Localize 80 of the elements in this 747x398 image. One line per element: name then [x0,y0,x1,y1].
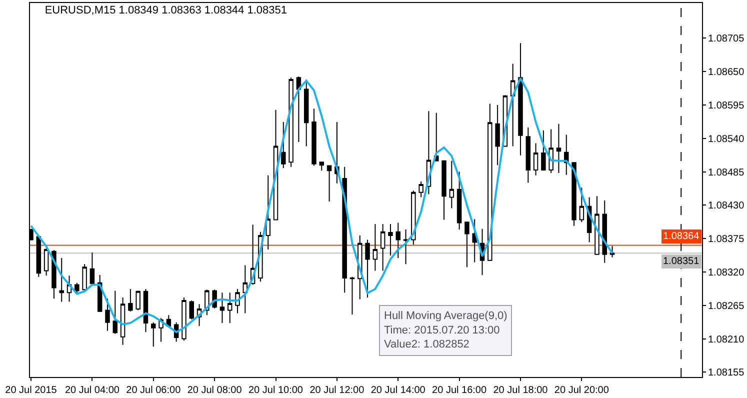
candlestick [242,264,248,314]
candlestick [220,292,225,324]
candlestick [342,166,347,294]
candlestick [266,174,270,250]
candlestick [442,160,446,220]
candlestick [44,248,49,276]
candlestick [488,103,492,262]
y-tick-label: 1.08210 [708,334,745,346]
candlestick [556,123,562,174]
y-tick-label: 1.08540 [708,134,745,145]
candlestick [526,126,531,184]
candlestick [128,288,133,312]
candlestick [456,171,462,230]
x-tick-label: 20 Jul 10:00 [248,385,304,396]
candlestick [533,142,538,176]
candlestick [312,108,316,166]
y-tick-label: 1.08320 [708,267,745,278]
candlestick [189,300,194,320]
candlestick [610,245,615,258]
candlestick [82,264,87,292]
candlestick [411,190,416,246]
candlestick [281,122,286,169]
candlestick [326,165,332,202]
candlestick [472,218,477,263]
candlestick [594,196,600,255]
candlestick [418,181,424,198]
candlestick [151,322,156,348]
y-tick-label: 1.08595 [708,100,745,112]
candlestick [136,290,140,311]
candlestick [74,282,80,294]
candlestick [541,130,546,170]
y-tick-label: 1.08265 [708,300,745,312]
candlestick [388,224,393,256]
candlestick [90,252,95,284]
candlestick [579,187,584,223]
candlestick [449,160,454,209]
candlestick [319,162,324,172]
x-tick-label: 20 Jul 14:00 [370,385,426,396]
candlestick [396,222,400,258]
candlestick [296,76,302,143]
x-tick-label: 20 Jul 08:00 [187,385,242,396]
candlestick [434,112,439,162]
y-tick-label: 1.08430 [708,200,745,212]
x-tick-label: 20 Jul 04:00 [64,385,120,396]
y-tick-label: 1.08705 [708,34,745,45]
candlestick [120,296,126,346]
candlestick [495,104,500,166]
candlestick [380,224,386,272]
y-tick-label: 1.08650 [708,67,745,78]
x-tick-label: 20 Jul 18:00 [493,385,548,396]
x-tick-label: 20 Jul 2015 [5,385,58,396]
x-tick-label: 20 Jul 20:00 [554,385,610,396]
y-tick-label: 1.08375 [708,234,745,246]
y-tick-label: 1.08155 [708,368,745,379]
candlestick [288,77,294,168]
candlestick [350,276,355,315]
candlestick [59,258,64,302]
candlestick [365,239,370,298]
candlestick [518,42,523,156]
line-series [30,77,614,334]
y-tick-label: 1.08485 [708,167,745,178]
candlestick [403,228,408,265]
ref-line-label: 1.08351 [663,256,700,267]
candlestick [105,298,110,332]
candlestick [112,290,118,334]
x-tick-label: 20 Jul 16:00 [432,385,487,396]
chart-title: EURUSD,M15 1.08349 1.08363 1.08344 1.08351 [44,4,288,17]
candlestick [372,224,378,272]
candlestick [564,134,569,176]
candlestick [602,200,607,264]
annotation: Hull Moving Average(9,0) Time: 2015.07.20 13:00 Value2: 1.082852 [384,310,508,351]
candlestick [182,296,186,342]
x-tick-label: 20 Jul 06:00 [126,385,182,396]
candlestick [572,162,576,226]
candlestick [227,292,232,324]
candlestick [510,63,516,147]
ref-line-label: 1.08364 [663,231,700,242]
candlestick [464,222,470,268]
candlestick [143,288,148,333]
x-tick-label: 20 Jul 12:00 [310,385,365,396]
